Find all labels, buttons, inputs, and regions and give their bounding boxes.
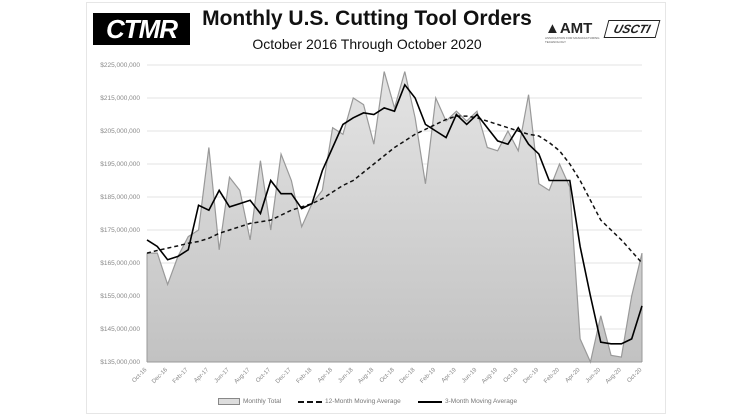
monthly-total-area bbox=[147, 71, 642, 362]
legend-swatch-solid bbox=[418, 400, 442, 403]
x-tick-label: Feb-20 bbox=[543, 367, 561, 385]
y-tick-label: $175,000,000 bbox=[100, 227, 140, 234]
x-tick-label: Aug-18 bbox=[357, 367, 375, 385]
y-tick-label: $185,000,000 bbox=[100, 194, 140, 201]
legend-swatch-dashed bbox=[298, 400, 322, 403]
x-tick-label: Dec-16 bbox=[151, 367, 169, 385]
chart-subtitle: October 2016 Through October 2020 bbox=[252, 36, 482, 52]
amt-logo-subtext: ASSOCIATION FOR MANUFACTURING TECHNOLOGY bbox=[545, 36, 600, 44]
legend-label: Monthly Total bbox=[243, 398, 282, 405]
legend-item-3-month: 3-Month Moving Average bbox=[418, 398, 517, 405]
y-tick-label: $165,000,000 bbox=[100, 260, 140, 267]
legend-label: 3-Month Moving Average bbox=[445, 398, 518, 405]
x-tick-label: Dec-17 bbox=[275, 367, 293, 385]
legend-label: 12-Month Moving Average bbox=[325, 398, 401, 405]
x-tick-label: Jun-20 bbox=[585, 367, 603, 385]
x-tick-label: Oct-17 bbox=[255, 367, 272, 384]
y-tick-label: $135,000,000 bbox=[100, 359, 140, 366]
x-tick-label: Apr-20 bbox=[565, 367, 582, 384]
monthly-total-line bbox=[147, 71, 643, 364]
x-tick-label: Feb-18 bbox=[296, 367, 314, 385]
chart-title: Monthly U.S. Cutting Tool Orders bbox=[202, 7, 532, 30]
3-month-moving-average-line bbox=[146, 83, 643, 345]
legend-item-monthly-total: Monthly Total bbox=[218, 398, 281, 405]
y-tick-label: $215,000,000 bbox=[100, 95, 140, 102]
y-tick-label: $205,000,000 bbox=[100, 128, 140, 135]
x-tick-label: Apr-18 bbox=[317, 367, 334, 384]
legend-swatch-area bbox=[218, 398, 240, 405]
x-tick-label: Aug-20 bbox=[605, 367, 623, 385]
12-month-moving-average-line bbox=[146, 115, 643, 264]
y-tick-label: $195,000,000 bbox=[100, 161, 140, 168]
x-tick-label: Dec-19 bbox=[522, 367, 540, 385]
x-tick-label: Jun-17 bbox=[214, 367, 232, 385]
y-tick-label: $155,000,000 bbox=[100, 293, 140, 300]
x-tick-label: Oct-18 bbox=[379, 367, 396, 384]
x-tick-label: Jun-18 bbox=[337, 367, 355, 385]
y-tick-label: $145,000,000 bbox=[100, 326, 140, 333]
x-tick-label: Apr-19 bbox=[441, 367, 458, 384]
amt-logo: ▲AMT bbox=[545, 20, 593, 37]
x-tick-label: Dec-18 bbox=[399, 367, 417, 385]
ctmr-logo: CTMR bbox=[93, 13, 190, 45]
x-tick-label: Oct-20 bbox=[626, 367, 643, 384]
x-tick-label: Aug-19 bbox=[481, 367, 499, 385]
x-tick-label: Jun-19 bbox=[461, 367, 479, 385]
x-tick-label: Aug-17 bbox=[234, 367, 252, 385]
x-tick-label: Feb-19 bbox=[419, 367, 437, 385]
y-tick-label: $225,000,000 bbox=[100, 62, 140, 69]
x-tick-label: Feb-17 bbox=[172, 367, 190, 385]
legend-item-12-month: 12-Month Moving Average bbox=[298, 398, 401, 405]
x-tick-label: Oct-16 bbox=[131, 367, 148, 384]
x-tick-label: Apr-17 bbox=[193, 367, 210, 384]
x-tick-label: Oct-19 bbox=[503, 367, 520, 384]
